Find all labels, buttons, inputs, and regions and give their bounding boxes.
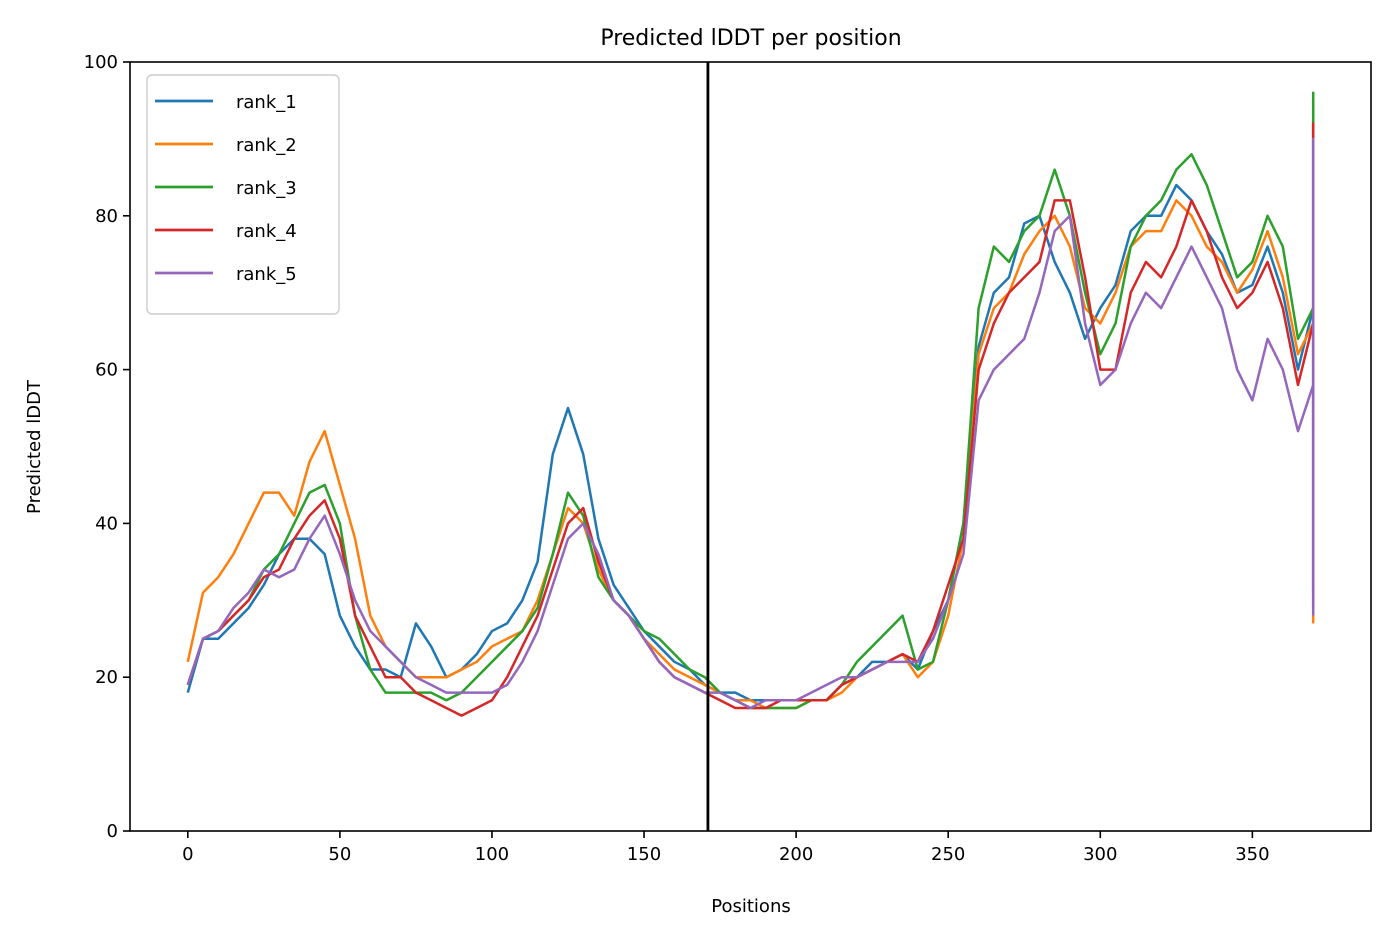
plot-frame [129, 61, 1372, 832]
x-axis-label: Positions [711, 896, 790, 917]
y-tick-label: 0 [107, 821, 118, 842]
x-tick-label: 350 [1235, 844, 1269, 865]
legend-label-rank_4: rank_4 [236, 221, 297, 242]
y-axis-label: Predicted lDDT [24, 379, 45, 514]
legend: rank_1 rank_2 rank_3 rank_4 rank_5 [146, 74, 340, 315]
x-tick-label: 200 [779, 844, 813, 865]
legend-box [146, 74, 340, 315]
series-line-rank_4 [186, 122, 1315, 717]
x-tick-label: 100 [475, 844, 509, 865]
series-line-rank_5 [186, 137, 1315, 710]
x-tick-label: 150 [627, 844, 661, 865]
x-tick-label: 50 [328, 844, 351, 865]
y-tick-label: 20 [95, 667, 118, 688]
y-tick-label: 100 [84, 52, 118, 73]
legend-label-rank_1: rank_1 [236, 92, 297, 113]
series-line-rank_3 [186, 91, 1315, 710]
x-tick-label: 0 [182, 844, 193, 865]
y-tick-label: 80 [95, 206, 118, 227]
y-tick-label: 40 [95, 513, 118, 534]
legend-label-rank_2: rank_2 [236, 135, 297, 156]
chart-title: Predicted lDDT per position [600, 26, 901, 51]
legend-label-rank_3: rank_3 [236, 178, 297, 199]
series-line-rank_1 [186, 99, 1315, 702]
plot-area: 0 50 100 150 200 250 300 350 0 20 40 60 80 100 [84, 52, 1372, 865]
x-tick-label: 300 [1083, 844, 1117, 865]
x-tick-label: 250 [931, 844, 965, 865]
legend-label-rank_5: rank_5 [236, 264, 297, 285]
y-tick-label: 60 [95, 360, 118, 381]
